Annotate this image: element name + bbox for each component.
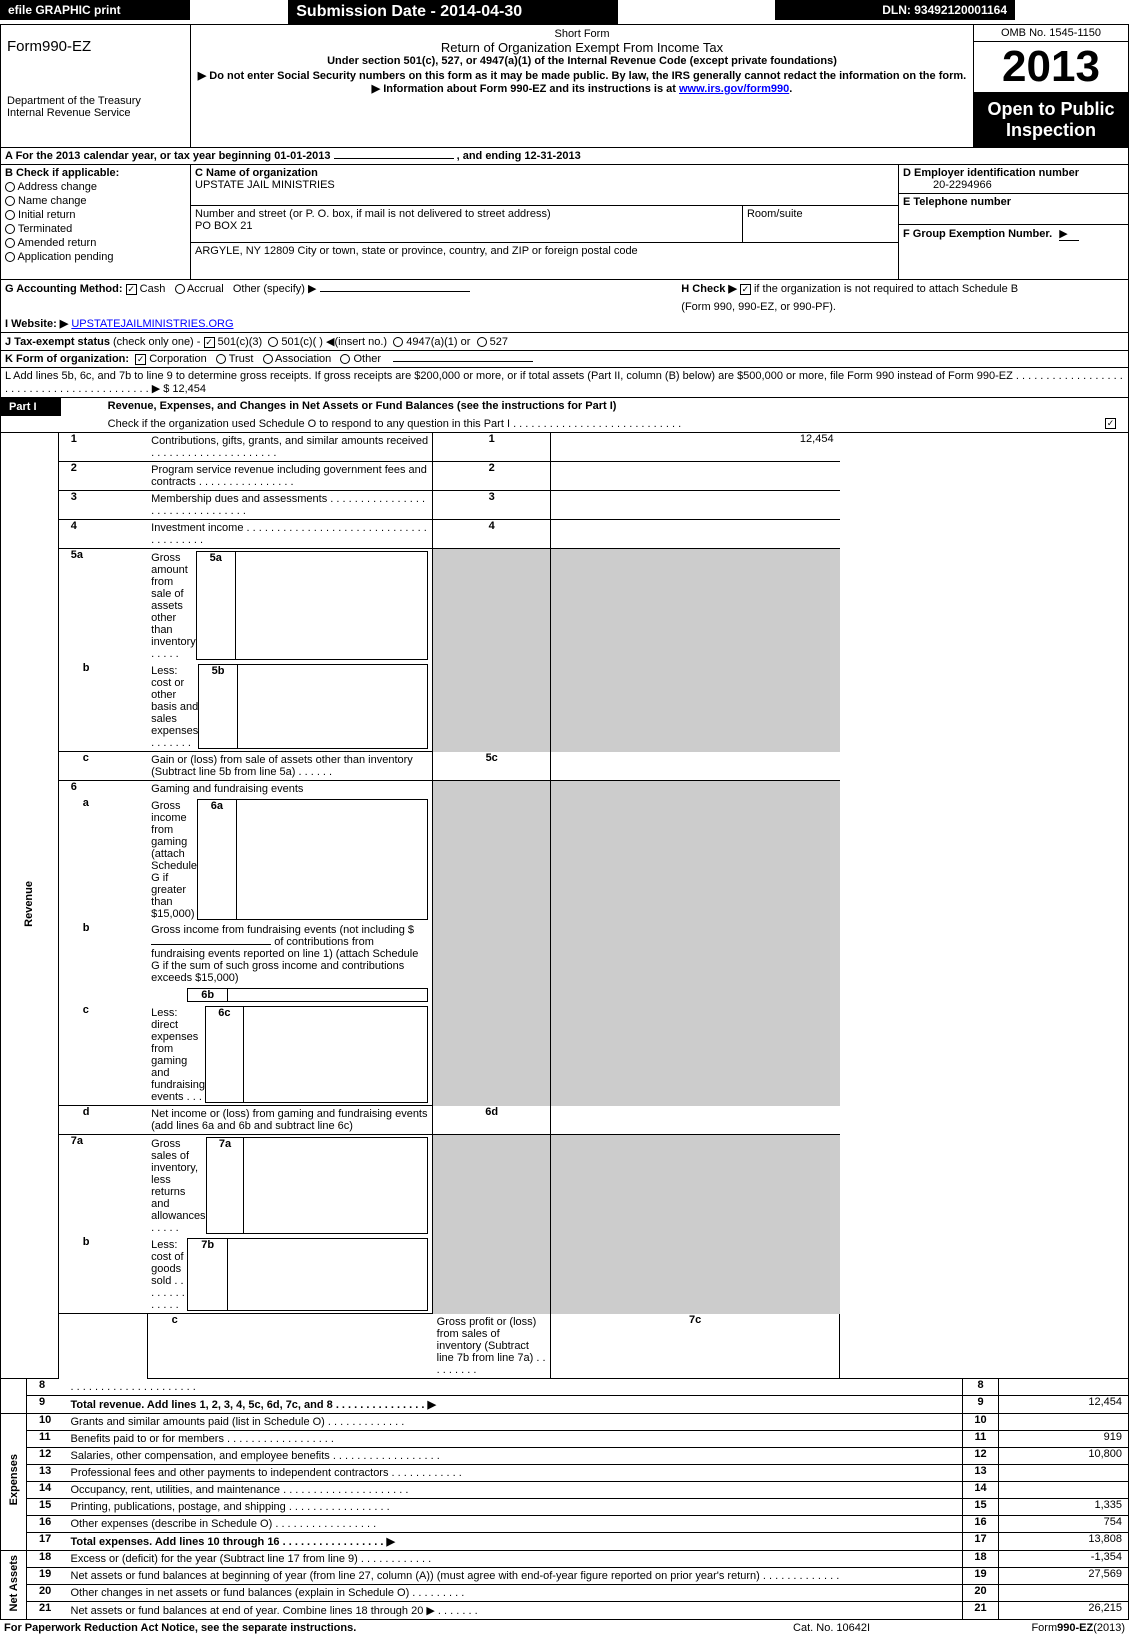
dept-label: Department of the Treasury: [7, 95, 184, 107]
netassets-sidebar: Net Assets: [1, 1550, 27, 1619]
b-item: Name change: [5, 195, 186, 207]
under-section: Under section 501(c), 527, or 4947(a)(1)…: [197, 55, 967, 67]
b-item: Initial return: [5, 209, 186, 221]
b-item: Amended return: [5, 237, 186, 249]
h-label: H Check ▶: [681, 283, 737, 295]
part1-heading: Revenue, Expenses, and Changes in Net As…: [104, 398, 1129, 416]
part1-table: Revenue 1 Contributions, gifts, grants, …: [0, 433, 1129, 1379]
row-k: K Form of organization: Corporation Trus…: [0, 351, 1129, 368]
expenses-sidebar: Expenses: [1, 1413, 27, 1550]
line-1-text: Contributions, gifts, grants, and simila…: [147, 433, 433, 462]
street: PO BOX 21: [195, 220, 738, 232]
city-label: ARGYLE, NY 12809 City or town, state or …: [195, 245, 894, 257]
revenue-sidebar: Revenue: [1, 433, 59, 1378]
submission-date: Submission Date - 2014-04-30: [288, 0, 618, 24]
paperwork-notice: For Paperwork Reduction Act Notice, see …: [0, 1620, 744, 1636]
section-b-f: B Check if applicable: Address change Na…: [0, 165, 1129, 280]
k-item: Association: [263, 353, 341, 365]
h-checkbox[interactable]: [740, 284, 751, 295]
j-527-radio[interactable]: [477, 337, 487, 347]
top-header: efile GRAPHIC print Submission Date - 20…: [0, 0, 1129, 24]
dln-label: DLN: 93492120001164: [775, 0, 1015, 20]
part1-header: Part I Revenue, Expenses, and Changes in…: [0, 398, 1129, 433]
b-label: B Check if applicable:: [5, 167, 186, 179]
j-501c-radio[interactable]: [268, 337, 278, 347]
form-name: Form990-EZ: [7, 38, 184, 55]
j-501c3-check[interactable]: [204, 337, 215, 348]
line-a: A For the 2013 calendar year, or tax yea…: [0, 148, 1129, 165]
ein: 20-2294966: [903, 179, 1124, 191]
part1-check-text: Check if the organization used Schedule …: [108, 418, 682, 430]
org-name: UPSTATE JAIL MINISTRIES: [195, 179, 894, 191]
row-l: L Add lines 5b, 6c, and 7b to line 9 to …: [0, 368, 1129, 398]
room-label: Room/suite: [742, 206, 898, 243]
tax-year: 2013: [974, 42, 1128, 93]
info-about: ▶ Information about Form 990-EZ and its …: [372, 83, 679, 95]
cat-no: Cat. No. 10642I: [744, 1620, 920, 1636]
efile-label: efile GRAPHIC print: [0, 0, 190, 20]
return-title: Return of Organization Exempt From Incom…: [197, 40, 967, 55]
info-link[interactable]: www.irs.gov/form990: [679, 83, 789, 95]
line-1-val: 12,454: [551, 433, 840, 462]
e-label: E Telephone number: [903, 196, 1124, 208]
d-label: D Employer identification number: [903, 167, 1124, 179]
part1-table-cont: 8 . . . . . . . . . . . . . . . . . . . …: [0, 1379, 1129, 1620]
g-label: G Accounting Method:: [5, 283, 123, 295]
c-name-label: C Name of organization: [195, 167, 894, 179]
omb-label: OMB No. 1545-1150: [974, 25, 1128, 42]
open-public: Open to Public Inspection: [974, 93, 1128, 147]
form-no: Form990-EZ(2013): [919, 1620, 1129, 1636]
cash-checkbox[interactable]: [126, 284, 137, 295]
f-label: F Group Exemption Number.: [903, 228, 1052, 240]
accrual-radio[interactable]: [175, 284, 185, 294]
k-item: Corporation: [135, 353, 216, 365]
k-item: Trust: [216, 353, 263, 365]
street-label: Number and street (or P. O. box, if mail…: [195, 208, 738, 220]
part1-scho-check[interactable]: [1105, 418, 1116, 429]
footer: For Paperwork Reduction Act Notice, see …: [0, 1620, 1129, 1636]
b-item: Terminated: [5, 223, 186, 235]
j-4947-radio[interactable]: [393, 337, 403, 347]
short-form: Short Form: [197, 28, 967, 40]
row-j: J Tax-exempt status (check only one) - 5…: [0, 333, 1129, 351]
b-item: Application pending: [5, 251, 186, 263]
irs-label: Internal Revenue Service: [7, 107, 184, 119]
k-item: Other: [340, 353, 390, 365]
row-g-h: G Accounting Method: Cash Accrual Other …: [0, 280, 1129, 315]
part1-label: Part I: [1, 398, 61, 416]
row-i: I Website: ▶ UPSTATEJAILMINISTRIES.ORG: [0, 315, 1129, 333]
do-not-enter: ▶ Do not enter Social Security numbers o…: [197, 69, 967, 82]
b-item: Address change: [5, 181, 186, 193]
title-block: Form990-EZ Department of the Treasury In…: [0, 24, 1129, 148]
website-link[interactable]: UPSTATEJAILMINISTRIES.ORG: [71, 318, 233, 330]
